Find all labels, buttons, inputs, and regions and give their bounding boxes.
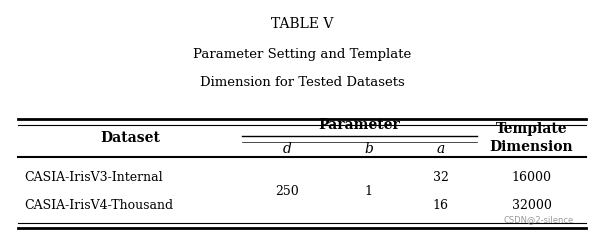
Text: 16000: 16000 <box>512 171 551 184</box>
Text: CASIA-IrisV3-Internal: CASIA-IrisV3-Internal <box>24 171 163 184</box>
Text: 250: 250 <box>275 185 299 198</box>
Text: 32: 32 <box>433 171 449 184</box>
Text: 32000: 32000 <box>512 199 551 212</box>
Text: TABLE V: TABLE V <box>271 17 333 31</box>
Text: Parameter: Parameter <box>318 118 400 132</box>
Text: d: d <box>283 142 291 156</box>
Text: a: a <box>437 142 445 156</box>
Text: CSDN@2-silence: CSDN@2-silence <box>504 215 574 224</box>
Text: Parameter Setting and Template: Parameter Setting and Template <box>193 48 411 61</box>
Text: Dimension for Tested Datasets: Dimension for Tested Datasets <box>200 76 404 89</box>
Text: 1: 1 <box>364 185 373 198</box>
Text: Dataset: Dataset <box>100 131 160 145</box>
Text: CASIA-IrisV4-Thousand: CASIA-IrisV4-Thousand <box>24 199 173 212</box>
Text: b: b <box>364 142 373 156</box>
Text: 16: 16 <box>433 199 449 212</box>
Text: Template
Dimension: Template Dimension <box>490 122 573 154</box>
